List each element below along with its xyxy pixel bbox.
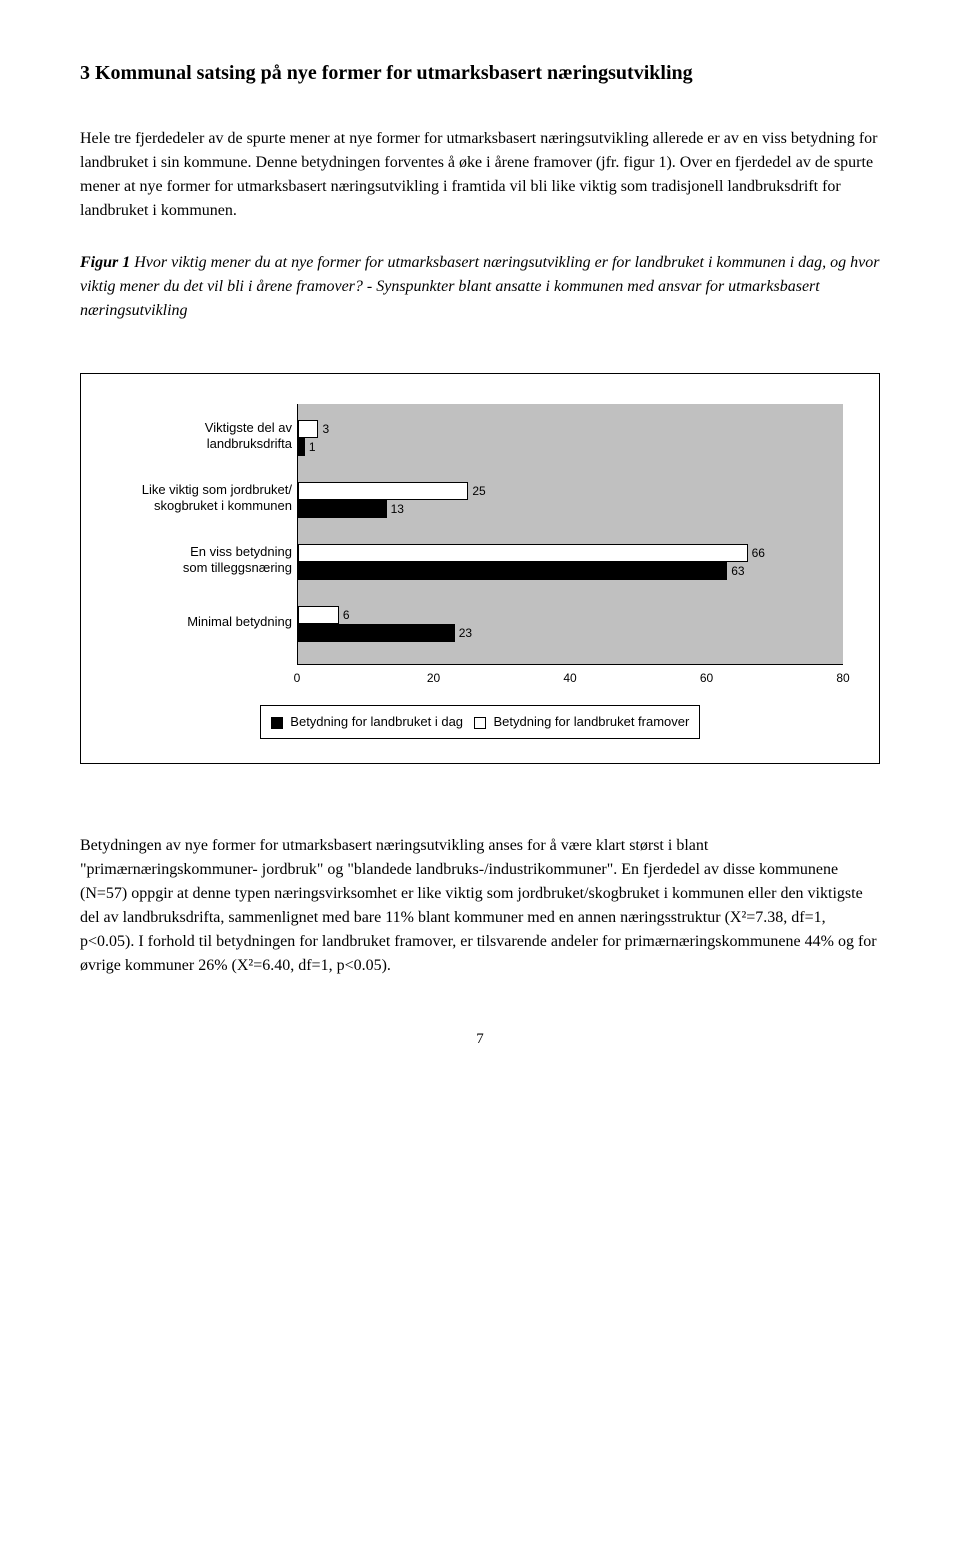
legend-label-a: Betydning for landbruket i dag xyxy=(290,714,463,729)
chart-legend: Betydning for landbruket i dag Betydning… xyxy=(260,705,701,739)
paragraph-2: Betydningen av nye former for utmarksbas… xyxy=(80,834,880,978)
legend-label-b: Betydning for landbruket framover xyxy=(494,714,690,729)
bar-value: 3 xyxy=(322,420,329,438)
chart-plot-area: Viktigste del av landbruksdrifta 3 1 Lik… xyxy=(297,404,843,665)
category-label: Viktigste del av landbruksdrifta xyxy=(116,420,292,453)
bar-value: 13 xyxy=(391,500,404,518)
bar-black xyxy=(298,624,455,642)
category-label: Like viktig som jordbruket/ skogbruket i… xyxy=(116,482,292,515)
x-tick: 80 xyxy=(836,669,849,687)
x-tick: 60 xyxy=(700,669,713,687)
category-label: En viss betydning som tilleggsnæring xyxy=(116,544,292,577)
bar-black xyxy=(298,500,387,518)
legend-swatch-black xyxy=(271,717,283,729)
figure-caption-text: Hvor viktig mener du at nye former for u… xyxy=(80,254,880,319)
category-label: Minimal betydning xyxy=(116,614,292,630)
x-tick: 20 xyxy=(427,669,440,687)
bar-white xyxy=(298,544,748,562)
page-number: 7 xyxy=(80,1028,880,1051)
section-heading: 3 Kommunal satsing på nye former for utm… xyxy=(80,60,880,87)
bar-value: 25 xyxy=(472,482,485,500)
bar-value: 63 xyxy=(731,562,744,580)
legend-swatch-white xyxy=(474,717,486,729)
x-axis: 0 20 40 60 80 xyxy=(297,669,843,691)
bar-black xyxy=(298,438,305,456)
paragraph-1: Hele tre fjerdedeler av de spurte mener … xyxy=(80,127,880,223)
bar-white xyxy=(298,420,318,438)
bar-value: 6 xyxy=(343,606,350,624)
bar-value: 23 xyxy=(459,624,472,642)
x-tick: 40 xyxy=(563,669,576,687)
bar-white xyxy=(298,482,468,500)
bar-value: 66 xyxy=(752,544,765,562)
figure-label: Figur 1 xyxy=(80,254,130,271)
figure-caption: Figur 1 Hvor viktig mener du at nye form… xyxy=(80,251,880,323)
x-tick: 0 xyxy=(294,669,301,687)
figure-1-chart: Viktigste del av landbruksdrifta 3 1 Lik… xyxy=(80,373,880,764)
bar-black xyxy=(298,562,727,580)
bar-white xyxy=(298,606,339,624)
bar-value: 1 xyxy=(309,438,316,456)
